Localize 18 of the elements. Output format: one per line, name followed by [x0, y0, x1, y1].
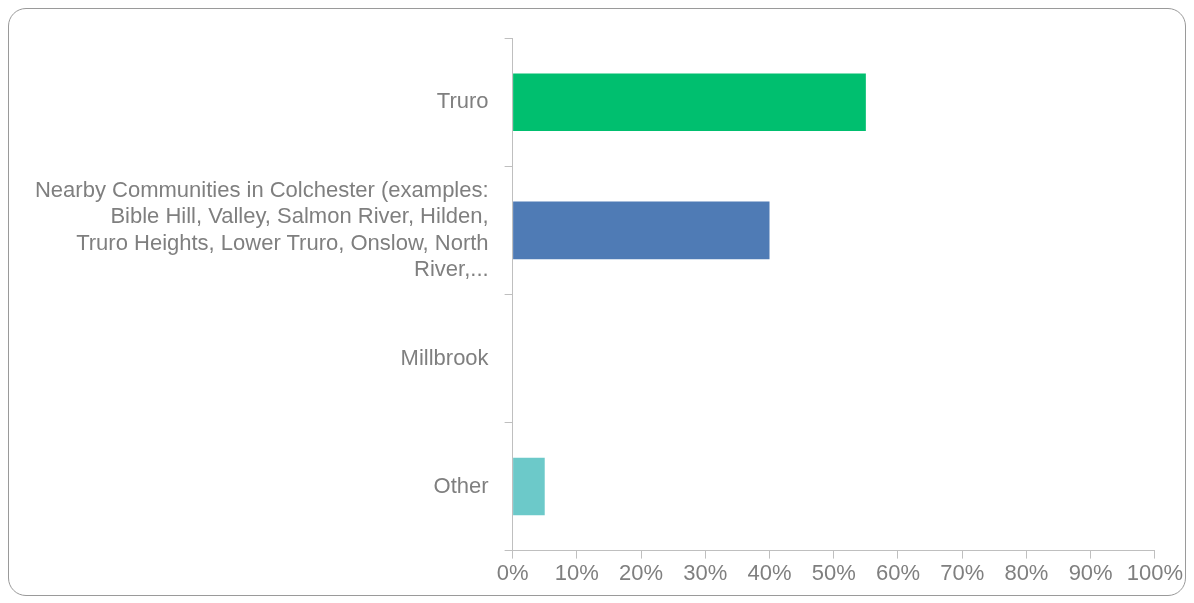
- x-tick-label: 70%: [940, 559, 985, 585]
- x-tick-label: 0%: [496, 559, 529, 585]
- y-tick-label: Truro: [436, 88, 489, 114]
- x-tick-label: 40%: [747, 559, 792, 585]
- y-tick-label: Millbrook: [400, 344, 490, 370]
- x-tick-label: 30%: [683, 559, 728, 585]
- bar: [513, 457, 545, 516]
- y-tick-label: Nearby Communities in Colchester (examples: Bible Hill, Valley, Salmon River, Hilden, Truro Heights, Lower Truro, Onslow, North River,...: [34, 176, 489, 282]
- x-tick-label: 90%: [1068, 559, 1113, 585]
- y-tick-label: Other: [433, 472, 489, 498]
- x-tick-label: 80%: [1004, 559, 1049, 585]
- bar: [513, 73, 866, 132]
- x-tick-label: 60%: [875, 559, 920, 585]
- bar: [513, 201, 770, 260]
- x-tick-label: 20%: [619, 559, 664, 585]
- x-tick-label: 50%: [811, 559, 856, 585]
- x-tick-label: 10%: [554, 559, 599, 585]
- x-tick-label: 100%: [1126, 559, 1184, 585]
